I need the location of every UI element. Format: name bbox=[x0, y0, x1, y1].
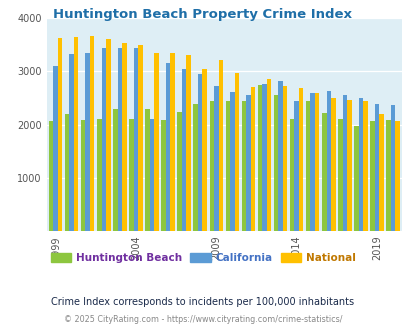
Bar bbox=[230, 92, 234, 231]
Bar bbox=[278, 81, 282, 231]
Bar bbox=[213, 86, 218, 231]
Bar bbox=[358, 98, 362, 231]
Bar bbox=[330, 98, 335, 231]
Bar bbox=[245, 95, 250, 231]
Bar bbox=[49, 121, 53, 231]
Bar bbox=[85, 53, 90, 231]
Bar bbox=[257, 85, 262, 231]
Bar bbox=[58, 38, 62, 231]
Bar bbox=[378, 114, 383, 231]
Bar bbox=[337, 119, 342, 231]
Bar bbox=[177, 112, 181, 231]
Bar bbox=[234, 74, 239, 231]
Bar bbox=[374, 104, 378, 231]
Bar bbox=[65, 115, 69, 231]
Bar bbox=[81, 120, 85, 231]
Bar bbox=[241, 101, 245, 231]
Bar bbox=[193, 104, 198, 231]
Bar bbox=[386, 120, 390, 231]
Bar bbox=[113, 109, 117, 231]
Bar bbox=[346, 100, 351, 231]
Bar bbox=[181, 69, 186, 231]
Bar bbox=[218, 60, 222, 231]
Bar bbox=[138, 45, 142, 231]
Text: Crime Index corresponds to incidents per 100,000 inhabitants: Crime Index corresponds to incidents per… bbox=[51, 297, 354, 307]
Bar bbox=[326, 91, 330, 231]
Bar bbox=[165, 63, 170, 231]
Bar bbox=[294, 101, 298, 231]
Bar bbox=[149, 119, 154, 231]
Bar bbox=[362, 101, 367, 231]
Bar bbox=[273, 95, 278, 231]
Bar bbox=[170, 53, 175, 231]
Bar bbox=[90, 36, 94, 231]
Bar bbox=[154, 53, 158, 231]
Bar bbox=[117, 48, 122, 231]
Bar bbox=[129, 119, 133, 231]
Bar bbox=[186, 55, 190, 231]
Bar bbox=[310, 93, 314, 231]
Text: Huntington Beach Property Crime Index: Huntington Beach Property Crime Index bbox=[53, 8, 352, 21]
Bar bbox=[305, 101, 310, 231]
Bar bbox=[342, 95, 346, 231]
Bar bbox=[394, 121, 399, 231]
Bar bbox=[74, 37, 78, 231]
Bar bbox=[161, 120, 165, 231]
Bar bbox=[390, 105, 394, 231]
Text: © 2025 CityRating.com - https://www.cityrating.com/crime-statistics/: © 2025 CityRating.com - https://www.city… bbox=[64, 315, 341, 324]
Bar bbox=[145, 109, 149, 231]
Bar bbox=[266, 79, 271, 231]
Bar bbox=[321, 114, 326, 231]
Bar bbox=[225, 101, 230, 231]
Bar bbox=[133, 48, 138, 231]
Bar bbox=[69, 54, 74, 231]
Bar bbox=[353, 126, 358, 231]
Bar bbox=[101, 48, 106, 231]
Bar bbox=[282, 86, 287, 231]
Bar bbox=[262, 84, 266, 231]
Bar bbox=[198, 74, 202, 231]
Bar bbox=[369, 121, 374, 231]
Bar bbox=[250, 87, 255, 231]
Bar bbox=[289, 119, 294, 231]
Bar bbox=[314, 93, 319, 231]
Bar bbox=[202, 69, 207, 231]
Legend: Huntington Beach, California, National: Huntington Beach, California, National bbox=[46, 248, 359, 267]
Bar bbox=[122, 43, 126, 231]
Bar bbox=[209, 101, 213, 231]
Bar bbox=[106, 39, 110, 231]
Bar bbox=[97, 119, 101, 231]
Bar bbox=[298, 88, 303, 231]
Bar bbox=[53, 66, 58, 231]
